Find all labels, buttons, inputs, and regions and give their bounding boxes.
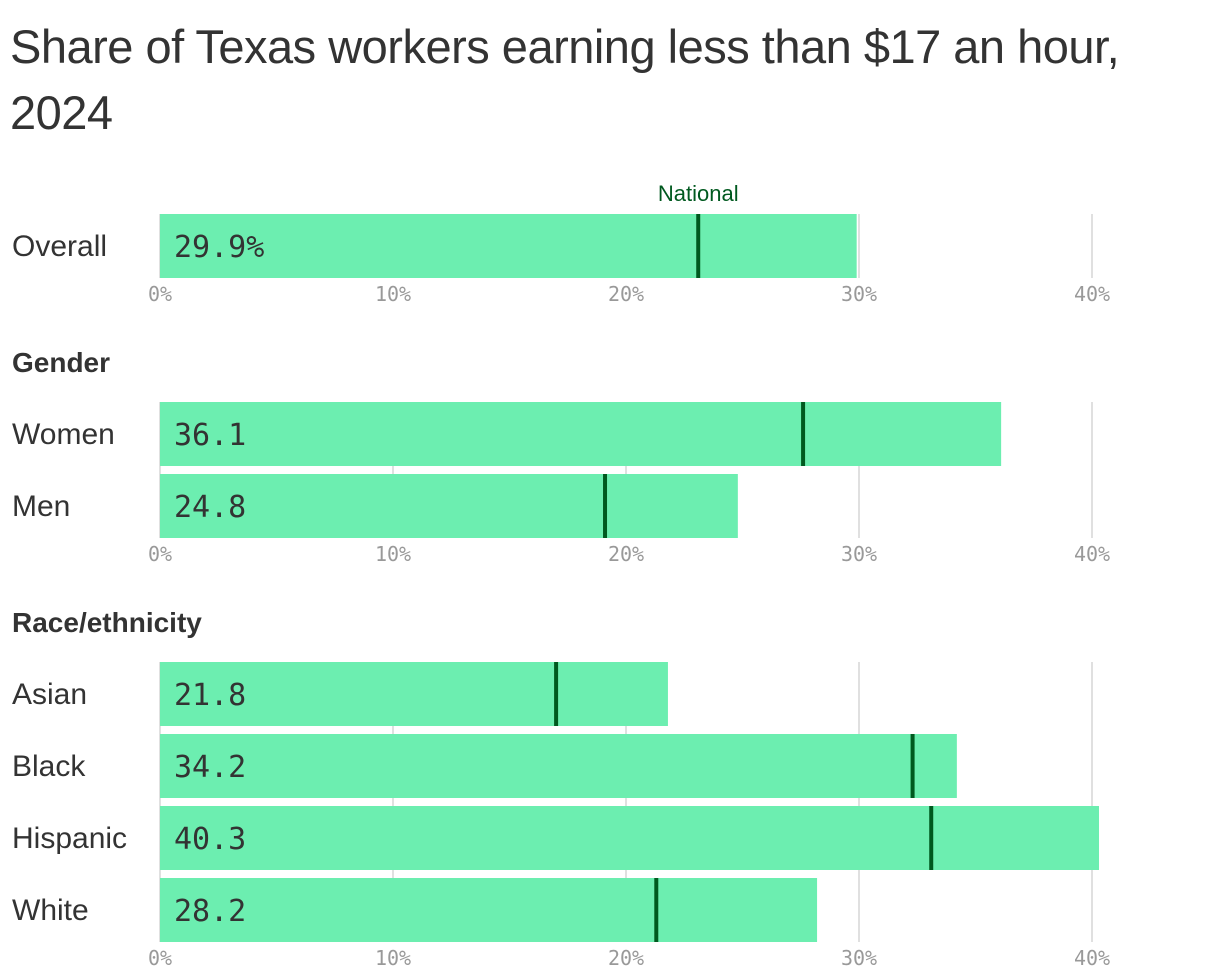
x-tick-label: 0%	[148, 946, 172, 970]
x-tick-label: 30%	[841, 946, 877, 970]
x-tick-label: 30%	[841, 542, 877, 566]
x-tick-label: 10%	[375, 542, 411, 566]
group-heading: Race/ethnicity	[12, 607, 202, 638]
bar-black	[160, 734, 957, 798]
bar-women	[160, 402, 1002, 466]
bar-asian	[160, 662, 668, 726]
x-tick-label: 40%	[1074, 282, 1110, 306]
bar-white	[160, 878, 818, 942]
x-tick-label: 10%	[375, 946, 411, 970]
x-tick-label: 40%	[1074, 946, 1110, 970]
category-label: Hispanic	[12, 822, 127, 855]
x-tick-label: 20%	[608, 542, 644, 566]
x-tick-label: 0%	[148, 282, 172, 306]
x-tick-label: 30%	[841, 282, 877, 306]
value-label: 36.1	[174, 418, 246, 453]
bar-overall	[160, 214, 857, 278]
category-label: Black	[12, 750, 86, 783]
bar-hispanic	[160, 806, 1099, 870]
value-label: 21.8	[174, 678, 246, 713]
group-heading: Gender	[12, 347, 110, 378]
national-marker-label: National	[658, 181, 739, 206]
value-label: 40.3	[174, 822, 246, 857]
category-label: White	[12, 894, 89, 927]
chart-title: Share of Texas workers earning less than…	[10, 20, 1120, 139]
category-label: Overall	[12, 230, 107, 263]
x-tick-label: 20%	[608, 946, 644, 970]
x-tick-label: 0%	[148, 542, 172, 566]
x-tick-label: 10%	[375, 282, 411, 306]
bar-men	[160, 474, 738, 538]
category-label: Women	[12, 418, 115, 451]
value-label: 34.2	[174, 750, 246, 785]
value-label: 29.9%	[174, 230, 264, 265]
x-tick-label: 40%	[1074, 542, 1110, 566]
x-tick-label: 20%	[608, 282, 644, 306]
value-label: 28.2	[174, 894, 246, 929]
value-label: 24.8	[174, 490, 246, 525]
category-label: Men	[12, 490, 70, 523]
category-label: Asian	[12, 678, 87, 711]
